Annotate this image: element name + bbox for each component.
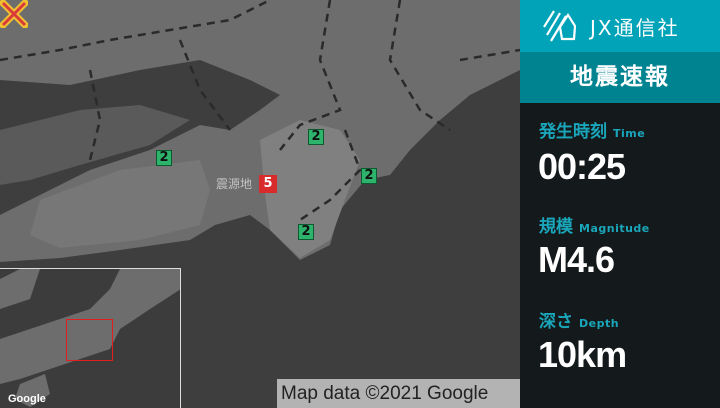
info-panel: JX通信社 地震速報 発生時刻 Time 00:25 規模 Magnitude M4… bbox=[520, 0, 720, 408]
google-logo: Google bbox=[8, 393, 46, 405]
viewport-rectangle bbox=[66, 319, 113, 361]
magnitude-label-en: Magnitude bbox=[579, 222, 650, 235]
depth-value: 10km bbox=[538, 334, 627, 375]
time-label-en: Time bbox=[613, 127, 646, 140]
panel-title: 地震速報 bbox=[520, 52, 720, 103]
map-attribution[interactable]: Map data ©2021 Google bbox=[277, 379, 520, 408]
magnitude-label: 規模 Magnitude bbox=[539, 216, 650, 238]
brand-header: JX通信社 bbox=[520, 0, 720, 52]
magnitude-value: M4.6 bbox=[538, 239, 615, 280]
map-terrain bbox=[0, 0, 520, 262]
map[interactable]: 2 2 2 2 震源地 5 Google Map data ©2021 Goog… bbox=[0, 0, 520, 408]
overview-map[interactable]: Google bbox=[0, 268, 181, 408]
jx-logo-icon bbox=[543, 10, 576, 42]
overview-terrain bbox=[0, 269, 180, 407]
time-label: 発生時刻 Time bbox=[539, 121, 645, 143]
x-mark-icon bbox=[0, 0, 28, 28]
intensity-marker[interactable]: 2 bbox=[298, 224, 314, 240]
depth-label-en: Depth bbox=[579, 317, 620, 330]
magnitude-label-ja: 規模 bbox=[539, 217, 573, 237]
brand-name: JX通信社 bbox=[590, 15, 680, 40]
epicenter-intensity-marker[interactable]: 5 bbox=[259, 175, 277, 193]
depth-label-ja: 深さ bbox=[539, 312, 573, 332]
intensity-marker[interactable]: 2 bbox=[156, 150, 172, 166]
intensity-marker[interactable]: 2 bbox=[308, 129, 324, 145]
epicenter-label: 震源地 bbox=[216, 177, 253, 191]
depth-label: 深さ Depth bbox=[539, 311, 619, 333]
intensity-marker[interactable]: 2 bbox=[361, 168, 377, 184]
time-label-ja: 発生時刻 bbox=[539, 122, 607, 142]
time-value: 00:25 bbox=[538, 146, 626, 187]
